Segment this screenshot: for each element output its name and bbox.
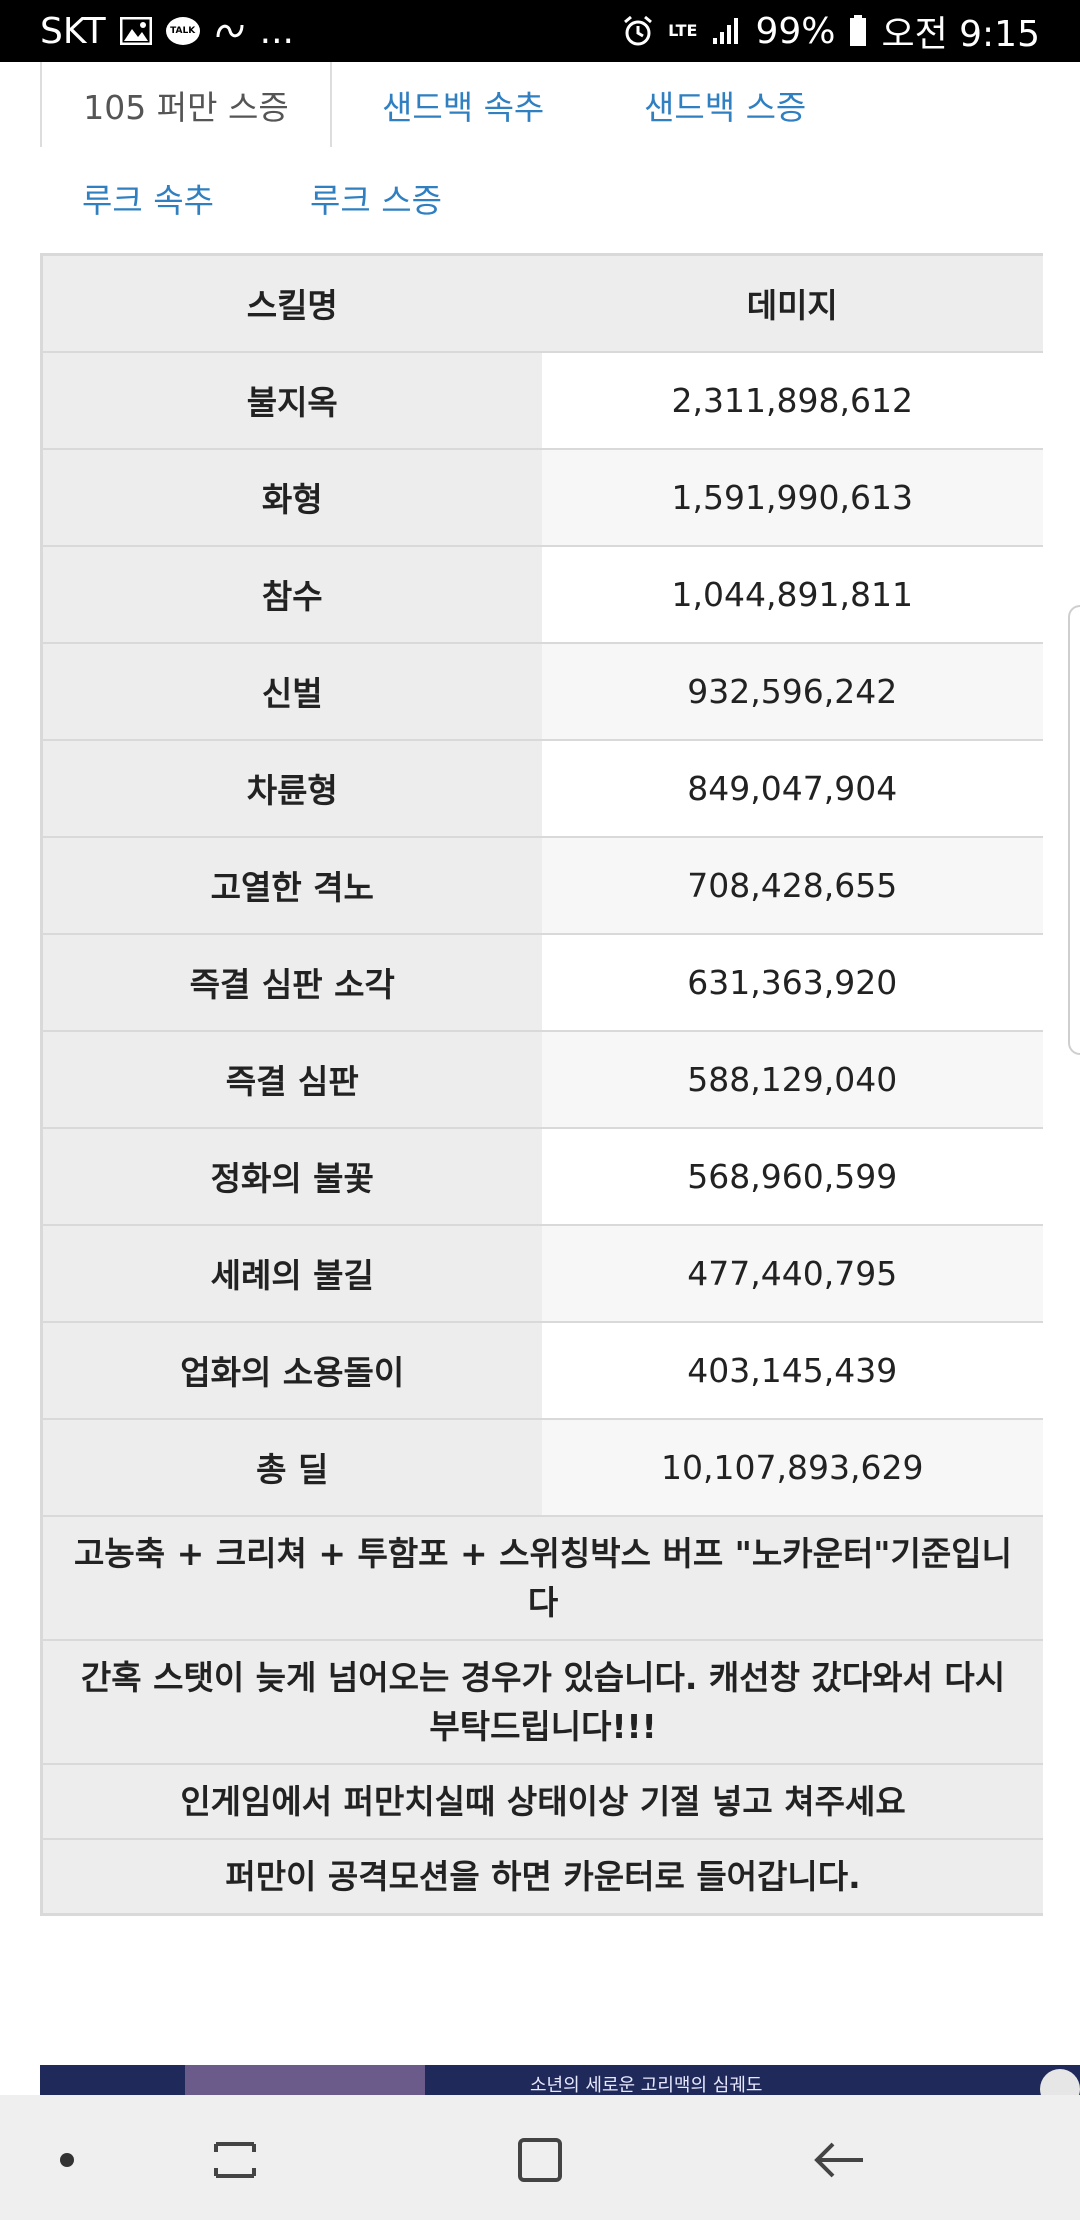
header-damage: 데미지: [541, 253, 1043, 353]
damage-value: 477,440,795: [541, 1223, 1043, 1323]
damage-value: 2,311,898,612: [541, 350, 1043, 450]
banner-text: 소년의 세로운 고리맥의 심궤도: [530, 2075, 763, 2095]
note-row: 고농축 + 크리쳐 + 투함포 + 스위칭박스 버프 "노카운터"기준입니다: [41, 1514, 1043, 1641]
tab-rook-status[interactable]: 루크 스증: [310, 180, 442, 220]
dot-icon[interactable]: [32, 2125, 102, 2195]
tabs-row-1: 105 퍼만 스증 샌드백 속추 샌드백 스증: [40, 62, 1040, 147]
damage-value: 708,428,655: [541, 835, 1043, 935]
skill-name: 즉결 심판 소각: [41, 932, 542, 1032]
table-row: 차륜형 849,047,904: [41, 738, 1043, 838]
clock-label: 오전 9:15: [881, 14, 1040, 55]
image-icon: [119, 17, 152, 45]
note-row: 인게임에서 퍼만치실때 상태이상 기절 넣고 쳐주세요: [41, 1762, 1043, 1840]
battery-label: 99%: [755, 10, 836, 52]
scroll-handle[interactable]: [1068, 605, 1080, 1055]
skill-name: 정화의 불꽃: [41, 1126, 542, 1226]
damage-table: 스킬명 데미지 불지옥 2,311,898,612 화형 1,591,990,6…: [40, 253, 1043, 1916]
note-counter: 퍼만이 공격모션을 하면 카운터로 들어갑니다.: [41, 1837, 1043, 1915]
skill-name: 신벌: [41, 641, 542, 741]
ad-banner[interactable]: 소년의 세로운 고리맥의 심궤도: [40, 2065, 1080, 2095]
info-icon[interactable]: [1040, 2069, 1080, 2095]
tabs-row-2: 루크 속추 루크 스증: [40, 160, 1040, 235]
note-row: 간혹 스탯이 늦게 넘어오는 경우가 있습니다. 캐선창 갔다와서 다시 부탁드…: [41, 1638, 1043, 1765]
note-stat-delay: 간혹 스탯이 늦게 넘어오는 경우가 있습니다. 캐선창 갔다와서 다시 부탁드…: [41, 1638, 1043, 1765]
table-row: 즉결 심판 소각 631,363,920: [41, 932, 1043, 1032]
network-label: LTE: [668, 21, 698, 40]
battery-icon: [849, 15, 867, 47]
alarm-icon: [622, 15, 654, 47]
table-header-row: 스킬명 데미지: [41, 253, 1043, 353]
damage-value: 588,129,040: [541, 1029, 1043, 1129]
back-icon[interactable]: [805, 2125, 875, 2195]
table-row: 세례의 불길 477,440,795: [41, 1223, 1043, 1323]
tab-active[interactable]: 105 퍼만 스증: [40, 62, 332, 147]
table-row: 신벌 932,596,242: [41, 641, 1043, 741]
banner-image: [185, 2065, 425, 2095]
table-row-total: 총 딜 10,107,893,629: [41, 1417, 1043, 1517]
header-skill: 스킬명: [41, 253, 542, 353]
home-icon[interactable]: [505, 2125, 575, 2195]
note-row: 퍼만이 공격모션을 하면 카운터로 들어갑니다.: [41, 1837, 1043, 1915]
table-row: 업화의 소용돌이 403,145,439: [41, 1320, 1043, 1420]
navigation-bar: [0, 2095, 1080, 2220]
damage-value: 403,145,439: [541, 1320, 1043, 1420]
tab-sandbag-speed[interactable]: 샌드백 속추: [382, 87, 545, 127]
skill-name: 업화의 소용돌이: [41, 1320, 542, 1420]
tab-rook-speed[interactable]: 루크 속추: [82, 180, 214, 220]
skill-name: 세례의 불길: [41, 1223, 542, 1323]
table-row: 즉결 심판 588,129,040: [41, 1029, 1043, 1129]
damage-value: 1,044,891,811: [541, 544, 1043, 644]
skill-name: 화형: [41, 447, 542, 547]
total-label: 총 딜: [41, 1417, 542, 1517]
status-right: LTE 99% 오전 9:15: [622, 5, 1040, 57]
more-indicator: ...: [259, 10, 294, 52]
carrier-label: SKT: [40, 10, 106, 52]
damage-value: 568,960,599: [541, 1126, 1043, 1226]
signal-icon: [711, 16, 741, 46]
chain-icon: [214, 19, 246, 43]
skill-name: 고열한 격노: [41, 835, 542, 935]
table-row: 정화의 불꽃 568,960,599: [41, 1126, 1043, 1226]
note-buff-condition: 고농축 + 크리쳐 + 투함포 + 스위칭박스 버프 "노카운터"기준입니다: [41, 1514, 1043, 1641]
skill-name: 불지옥: [41, 350, 542, 450]
status-bar: SKT TALK ... LTE 99% 오전 9:15: [0, 0, 1080, 62]
table-row: 참수 1,044,891,811: [41, 544, 1043, 644]
table-row: 불지옥 2,311,898,612: [41, 350, 1043, 450]
damage-value: 1,591,990,613: [541, 447, 1043, 547]
table-row: 화형 1,591,990,613: [41, 447, 1043, 547]
damage-value: 932,596,242: [541, 641, 1043, 741]
skill-name: 즉결 심판: [41, 1029, 542, 1129]
note-stun: 인게임에서 퍼만치실때 상태이상 기절 넣고 쳐주세요: [41, 1762, 1043, 1840]
recent-apps-icon[interactable]: [200, 2125, 270, 2195]
status-left: SKT TALK ...: [40, 11, 294, 52]
total-value: 10,107,893,629: [541, 1417, 1043, 1517]
talk-icon: TALK: [165, 17, 200, 45]
tab-sandbag-status[interactable]: 샌드백 스증: [644, 87, 807, 127]
damage-value: 631,363,920: [541, 932, 1043, 1032]
damage-value: 849,047,904: [541, 738, 1043, 838]
skill-name: 차륜형: [41, 738, 542, 838]
table-row: 고열한 격노 708,428,655: [41, 835, 1043, 935]
skill-name: 참수: [41, 544, 542, 644]
